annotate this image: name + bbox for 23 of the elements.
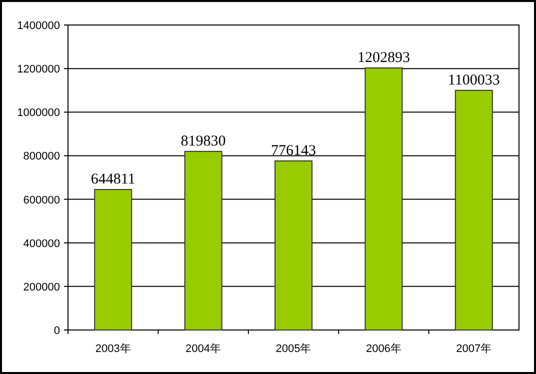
bar [454, 90, 493, 330]
bar [364, 67, 403, 330]
data-label: 644811 [90, 172, 136, 188]
y-tick-label: 1000000 [17, 107, 60, 120]
y-tick-label: 400000 [23, 238, 60, 250]
y-tick-label: 1400000 [17, 20, 60, 32]
bar [184, 150, 222, 330]
data-label: 819830 [180, 133, 226, 150]
x-tick-label: 2004年 [186, 343, 222, 355]
y-tick-label: 200000 [23, 281, 60, 294]
y-tick-label: 1200000 [17, 64, 60, 76]
y-tick-label: 800000 [23, 150, 60, 163]
bar [274, 160, 312, 330]
y-tick-label: 0 [54, 325, 60, 337]
x-tick-label: 2006年 [366, 343, 402, 355]
y-tick-label: 600000 [23, 194, 60, 206]
x-tick-label: 2007年 [456, 343, 492, 355]
data-label: 1100033 [448, 72, 500, 88]
x-tick-label: 2003年 [95, 343, 131, 355]
bar [94, 189, 132, 330]
x-tick-label: 2005年 [276, 343, 312, 355]
data-label: 1202893 [357, 50, 410, 66]
data-label: 776143 [271, 142, 316, 159]
